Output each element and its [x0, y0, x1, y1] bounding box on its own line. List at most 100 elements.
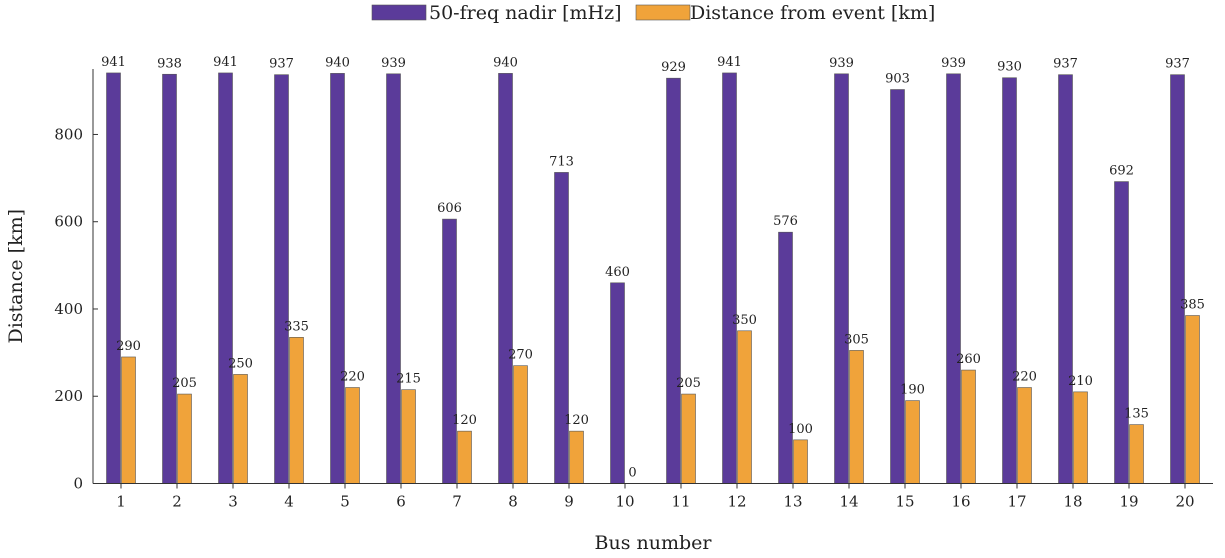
data-label-distance-5: 220: [340, 370, 365, 385]
data-label-distance-2: 205: [172, 376, 197, 391]
data-label-distance-13: 100: [788, 422, 813, 437]
bar-distance-2: [177, 393, 192, 484]
data-label-distance-14: 305: [844, 332, 869, 347]
x-tick-label-8: 8: [508, 493, 518, 511]
y-tick-label-800: 800: [54, 125, 83, 143]
x-tick-label-17: 17: [1007, 493, 1026, 511]
data-label-nadir-8: 940: [493, 55, 518, 70]
x-tick-label-14: 14: [839, 493, 858, 511]
bar-distance-4: [289, 337, 304, 484]
bar-distance-19: [1129, 424, 1144, 484]
data-label-distance-16: 260: [956, 352, 981, 367]
bar-nadir-2: [162, 73, 177, 484]
data-label-distance-18: 210: [1068, 374, 1093, 389]
x-tick-label-2: 2: [172, 493, 182, 511]
bar-nadir-8: [498, 73, 513, 484]
x-tick-label-10: 10: [615, 493, 634, 511]
bars: [106, 72, 1200, 484]
data-label-nadir-7: 606: [437, 201, 462, 216]
bar-nadir-10: [610, 282, 625, 484]
data-label-distance-10: 0: [628, 466, 636, 481]
data-label-nadir-19: 692: [1109, 164, 1134, 179]
legend-label-distance: Distance from event [km]: [690, 2, 935, 24]
y-axis-title: Distance [km]: [5, 209, 27, 344]
x-tick-label-18: 18: [1063, 493, 1082, 511]
legend-label-nadir: 50-freq nadir [mHz]: [429, 2, 622, 24]
bar-nadir-5: [330, 73, 345, 484]
data-label-distance-12: 350: [732, 313, 757, 328]
bar-distance-14: [849, 350, 864, 484]
bar-nadir-7: [442, 218, 457, 484]
data-label-nadir-10: 460: [605, 265, 630, 280]
data-label-nadir-2: 938: [157, 56, 182, 71]
x-tick-label-1: 1: [116, 493, 126, 511]
x-tick-label-7: 7: [452, 493, 462, 511]
data-label-nadir-12: 941: [717, 55, 742, 70]
data-label-distance-3: 250: [228, 356, 253, 371]
bar-distance-15: [905, 400, 920, 484]
x-tick-label-13: 13: [783, 493, 802, 511]
bar-distance-8: [513, 365, 528, 484]
data-label-nadir-17: 930: [997, 60, 1022, 75]
x-tick-label-16: 16: [951, 493, 970, 511]
data-label-nadir-14: 939: [829, 56, 854, 71]
x-tick-label-6: 6: [396, 493, 406, 511]
data-label-distance-9: 120: [564, 413, 589, 428]
data-label-nadir-20: 937: [1165, 57, 1190, 72]
data-labels: 941 938 941 937 940 939 606 940 713 460 929 941 576 9…: [101, 55, 1205, 481]
x-tick-label-4: 4: [284, 493, 294, 511]
bar-nadir-9: [554, 172, 569, 484]
data-label-nadir-18: 937: [1053, 57, 1078, 72]
bar-nadir-18: [1058, 74, 1073, 484]
legend-swatch-nadir: [371, 4, 427, 21]
data-label-nadir-5: 940: [325, 55, 350, 70]
y-tick-label-200: 200: [54, 387, 83, 405]
bar-nadir-11: [666, 77, 681, 484]
data-label-distance-4: 335: [284, 319, 309, 334]
data-label-distance-8: 270: [508, 348, 533, 363]
bar-nadir-3: [218, 72, 233, 484]
bar-distance-7: [457, 430, 472, 484]
bar-nadir-15: [890, 89, 905, 484]
data-label-nadir-16: 939: [941, 56, 966, 71]
x-tick-label-9: 9: [564, 493, 574, 511]
bar-distance-3: [233, 374, 248, 484]
data-label-distance-11: 205: [676, 376, 701, 391]
x-tick-label-15: 15: [895, 493, 914, 511]
data-label-distance-7: 120: [452, 413, 477, 428]
data-label-nadir-3: 941: [213, 55, 238, 70]
bar-distance-16: [961, 369, 976, 484]
x-tick-label-12: 12: [727, 493, 746, 511]
data-label-nadir-9: 713: [549, 154, 574, 169]
x-axis-title: Bus number: [595, 532, 713, 554]
y-tick-label-400: 400: [54, 300, 83, 318]
bar-nadir-1: [106, 72, 121, 484]
data-label-distance-19: 135: [1124, 407, 1149, 422]
bar-nadir-20: [1170, 74, 1185, 484]
data-label-distance-20: 385: [1180, 298, 1205, 313]
data-label-nadir-13: 576: [773, 214, 798, 229]
bar-nadir-13: [778, 231, 793, 484]
y-tick-label-600: 600: [54, 213, 83, 231]
data-label-nadir-1: 941: [101, 55, 126, 70]
x-tick-label-3: 3: [228, 493, 238, 511]
bar-distance-5: [345, 387, 360, 484]
bar-distance-17: [1017, 387, 1032, 484]
bar-distance-1: [121, 356, 136, 484]
bar-distance-9: [569, 430, 584, 484]
data-label-nadir-15: 903: [885, 72, 910, 87]
data-label-nadir-11: 929: [661, 60, 686, 75]
bar-nadir-16: [946, 73, 961, 484]
bar-distance-20: [1185, 315, 1200, 484]
bar-nadir-4: [274, 74, 289, 484]
bar-distance-12: [737, 330, 752, 484]
bar-distance-11: [681, 393, 696, 484]
legend-swatch-distance: [635, 4, 691, 21]
x-tick-label-19: 19: [1119, 493, 1138, 511]
bar-nadir-12: [722, 72, 737, 484]
data-label-nadir-4: 937: [269, 57, 294, 72]
data-label-distance-1: 290: [116, 339, 141, 354]
bar-nadir-19: [1114, 181, 1129, 484]
